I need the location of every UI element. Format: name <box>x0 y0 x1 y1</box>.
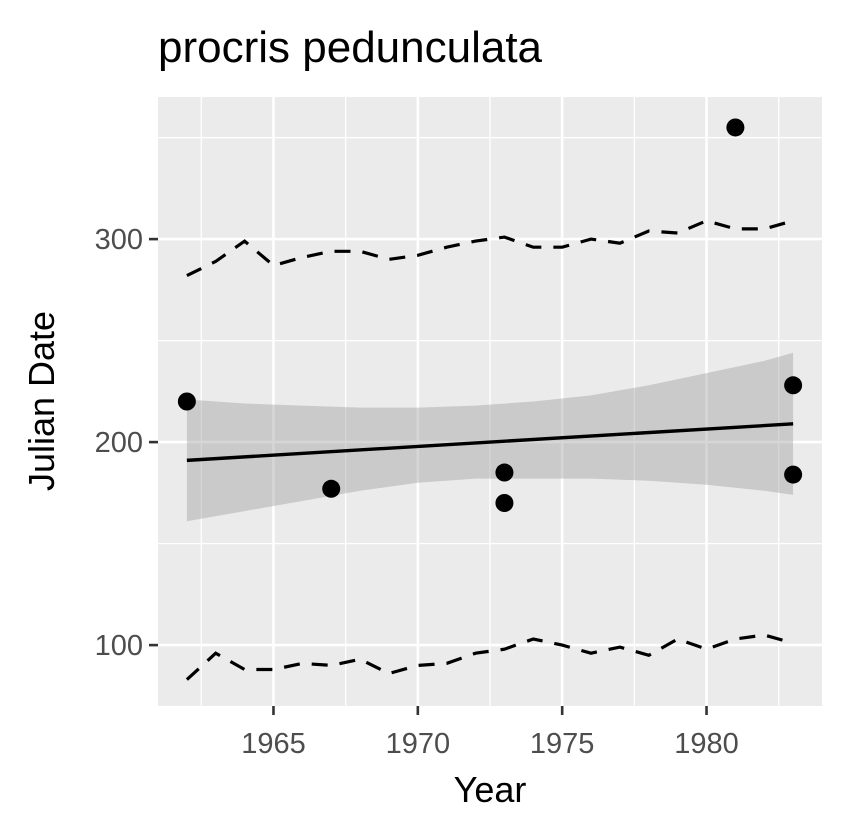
x-tick-label: 1975 <box>530 728 595 760</box>
upper-quantile-line <box>186 219 794 278</box>
y-axis-title: Julian Date <box>21 311 62 491</box>
point-layer <box>177 118 803 512</box>
confidence-band <box>186 352 794 522</box>
y-tick-label: 100 <box>95 630 143 662</box>
data-point <box>495 463 514 482</box>
quantile-layer <box>185 219 794 681</box>
data-point <box>177 392 196 411</box>
lower-quantile-line <box>185 633 794 681</box>
y-tick-label: 300 <box>95 224 143 256</box>
data-point <box>495 494 514 512</box>
confidence-band-layer <box>186 352 794 522</box>
fit-layer <box>186 422 794 463</box>
x-tick-label: 1970 <box>386 728 451 760</box>
data-point <box>784 376 803 395</box>
x-tick-label: 1980 <box>674 728 739 760</box>
data-point <box>784 465 803 484</box>
chart-title: procris pedunculata <box>158 23 543 72</box>
data-point <box>726 118 745 137</box>
x-tick-label: 1965 <box>241 728 306 760</box>
data-point <box>322 479 341 498</box>
x-axis-ticks: 1965 1970 1975 1980 <box>241 706 739 760</box>
y-tick-label: 200 <box>95 427 143 459</box>
fit-line <box>186 422 794 463</box>
x-axis-title: Year <box>454 769 527 810</box>
y-axis-ticks: 100 200 300 <box>95 224 158 662</box>
grid-minor <box>158 97 822 706</box>
